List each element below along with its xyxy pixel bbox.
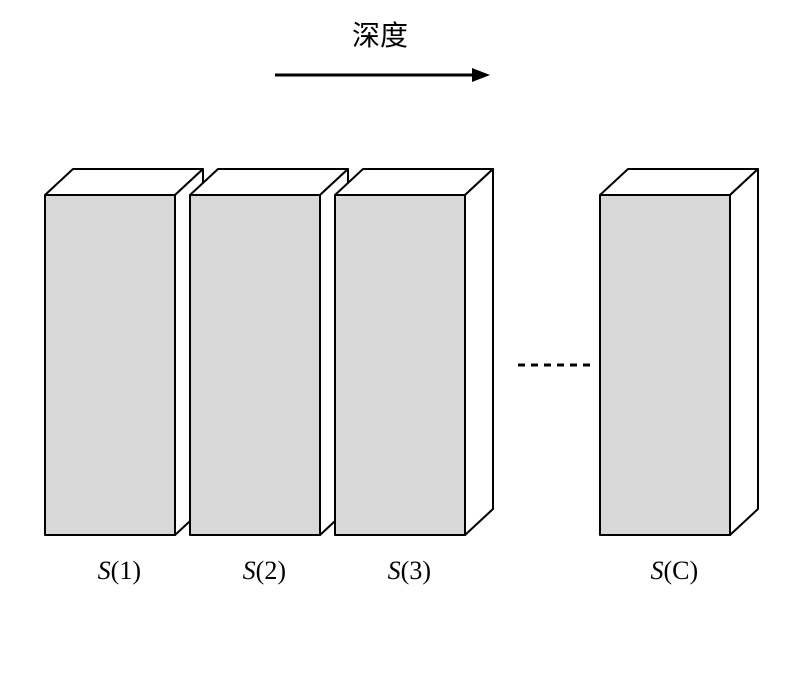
- slab-front: [190, 195, 320, 535]
- slab-front: [335, 195, 465, 535]
- slab-front: [45, 195, 175, 535]
- depth-label: 深度: [352, 20, 408, 52]
- slab: S(1): [45, 169, 203, 585]
- depth-arrow-head: [472, 68, 490, 82]
- slab-side: [730, 169, 758, 535]
- slab-label: S(3): [388, 556, 431, 585]
- slab: S(2): [190, 169, 348, 585]
- slab-label: S(1): [98, 556, 141, 585]
- slab-label: S(C): [650, 556, 698, 585]
- slab-label: S(2): [243, 556, 286, 585]
- slab: S(3): [335, 169, 493, 585]
- slab: S(C): [600, 169, 758, 585]
- slab-front: [600, 195, 730, 535]
- slab-side: [465, 169, 493, 535]
